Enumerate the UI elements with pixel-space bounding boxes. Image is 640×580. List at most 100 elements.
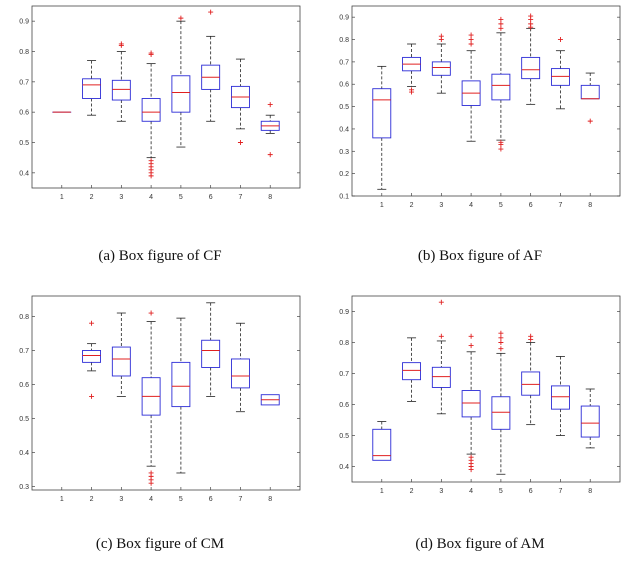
- outlier-point: [498, 16, 504, 22]
- box-3: [111, 312, 131, 397]
- x-tick-label: 6: [209, 496, 213, 503]
- x-tick-label: 7: [558, 202, 562, 209]
- iqr-box: [230, 358, 250, 389]
- y-tick-label: 0.9: [19, 19, 29, 26]
- box-1: [372, 65, 392, 190]
- box-4: [461, 32, 481, 142]
- outlier-point: [498, 146, 504, 152]
- box-6: [521, 333, 541, 426]
- x-tick-label: 2: [90, 194, 94, 201]
- plot-frame: [31, 295, 301, 491]
- y-tick-label: 0.3: [19, 484, 29, 491]
- iqr-box: [580, 84, 600, 100]
- x-tick-label: 3: [439, 488, 443, 495]
- caption-am: (d) Box figure of AM: [415, 536, 545, 552]
- box-plot-cm: 0.3 0.4 0.5 0.6 0.7 0.8 1 2 3 4 5 6 7 8: [19, 295, 301, 503]
- y-tick-label: 0.3: [339, 149, 349, 156]
- outlier-point: [148, 50, 154, 56]
- x-tick-label: 1: [380, 488, 384, 495]
- x-tick-label: 8: [268, 496, 272, 503]
- y-tick-label: 0.8: [19, 49, 29, 56]
- outlier-point: [528, 21, 534, 27]
- outlier-point: [148, 173, 154, 179]
- y-tick-label: 0.8: [339, 340, 349, 347]
- y-tick-label: 0.7: [339, 59, 349, 66]
- x-tick-label: 7: [558, 488, 562, 495]
- x-tick-label: 7: [238, 194, 242, 201]
- box-3: [431, 33, 451, 94]
- outlier-point: [178, 15, 184, 21]
- iqr-box: [550, 68, 570, 86]
- box-plot-af: 0.1 0.2 0.3 0.4 0.5 0.6 0.7 0.8 0.9 1 2 3 4 5 6 7 8: [339, 5, 621, 209]
- iqr-box: [141, 98, 161, 122]
- caption-cm: (c) Box figure of CM: [95, 536, 225, 552]
- box-8: [260, 394, 280, 406]
- box-2: [402, 337, 422, 402]
- x-tick-label: 1: [60, 496, 64, 503]
- iqr-box: [491, 73, 511, 101]
- box-plot-am: 0.4 0.5 0.6 0.7 0.8 0.9 1 2 3 4 5 6 7 8: [339, 295, 621, 495]
- box-8: [260, 102, 280, 158]
- box-7: [230, 58, 250, 145]
- box-2: [402, 43, 422, 95]
- x-tick-label: 5: [499, 488, 503, 495]
- x-tick-label: 4: [149, 194, 153, 201]
- iqr-box: [201, 339, 221, 368]
- caption-cf: (a) Box figure of CF: [98, 248, 222, 264]
- x-tick-label: 2: [410, 488, 414, 495]
- box-1: [372, 421, 392, 461]
- box-plot-cf: 0.4 0.5 0.6 0.7 0.8 0.9 1 2 3 4 5 6 7 8: [19, 5, 301, 201]
- caption-af: (b) Box figure of AF: [417, 248, 543, 264]
- outlier-point: [528, 333, 534, 339]
- y-tick-label: 0.6: [19, 110, 29, 117]
- box-5: [171, 15, 191, 148]
- iqr-box: [580, 405, 600, 438]
- iqr-box: [171, 75, 191, 113]
- outlier-point: [468, 343, 474, 349]
- y-tick-label: 0.6: [339, 402, 349, 409]
- box-7: [550, 37, 570, 110]
- y-tick-label: 0.1: [339, 194, 349, 201]
- outlier-point: [148, 480, 154, 486]
- iqr-box: [431, 61, 451, 76]
- y-tick-label: 0.7: [19, 79, 29, 86]
- iqr-box: [372, 428, 392, 461]
- iqr-box: [82, 350, 102, 363]
- outlier-point: [237, 140, 243, 145]
- x-tick-label: 2: [90, 496, 94, 503]
- outlier-point: [118, 41, 124, 47]
- outlier-point: [587, 118, 593, 124]
- iqr-box: [461, 390, 481, 418]
- y-tick-label: 0.4: [339, 464, 349, 471]
- box-4: [141, 310, 161, 486]
- iqr-box: [111, 346, 131, 377]
- outlier-point: [148, 310, 154, 316]
- box-5: [171, 317, 191, 474]
- x-tick-label: 8: [268, 194, 272, 201]
- outlier-point: [438, 299, 444, 305]
- chart-panel-am: 0.4 0.5 0.6 0.7 0.8 0.9 1 2 3 4 5 6 7 8 (d) Box figur…: [320, 290, 640, 580]
- outlier-point: [528, 13, 534, 19]
- y-tick-label: 0.5: [19, 416, 29, 423]
- iqr-box: [491, 396, 511, 430]
- y-tick-label: 0.2: [339, 171, 349, 178]
- x-tick-label: 6: [529, 488, 533, 495]
- x-tick-label: 3: [119, 496, 123, 503]
- box-5: [491, 330, 511, 475]
- iqr-box: [431, 366, 451, 388]
- outlier-point: [468, 37, 474, 43]
- x-tick-label: 3: [439, 202, 443, 209]
- chart-panel-cm: 0.3 0.4 0.5 0.6 0.7 0.8 1 2 3 4 5 6 7 8 (c) Box figur…: [0, 290, 320, 580]
- y-tick-label: 0.5: [339, 433, 349, 440]
- outlier-point: [498, 340, 504, 345]
- box-6: [201, 9, 221, 122]
- iqr-box: [550, 385, 570, 410]
- outlier-point: [468, 467, 474, 473]
- box-7: [550, 356, 570, 436]
- y-tick-label: 0.6: [19, 382, 29, 389]
- outlier-point: [498, 142, 504, 148]
- y-tick-label: 0.4: [339, 126, 349, 133]
- outlier-point: [468, 333, 474, 339]
- outlier-point: [557, 37, 563, 43]
- iqr-box: [372, 88, 392, 139]
